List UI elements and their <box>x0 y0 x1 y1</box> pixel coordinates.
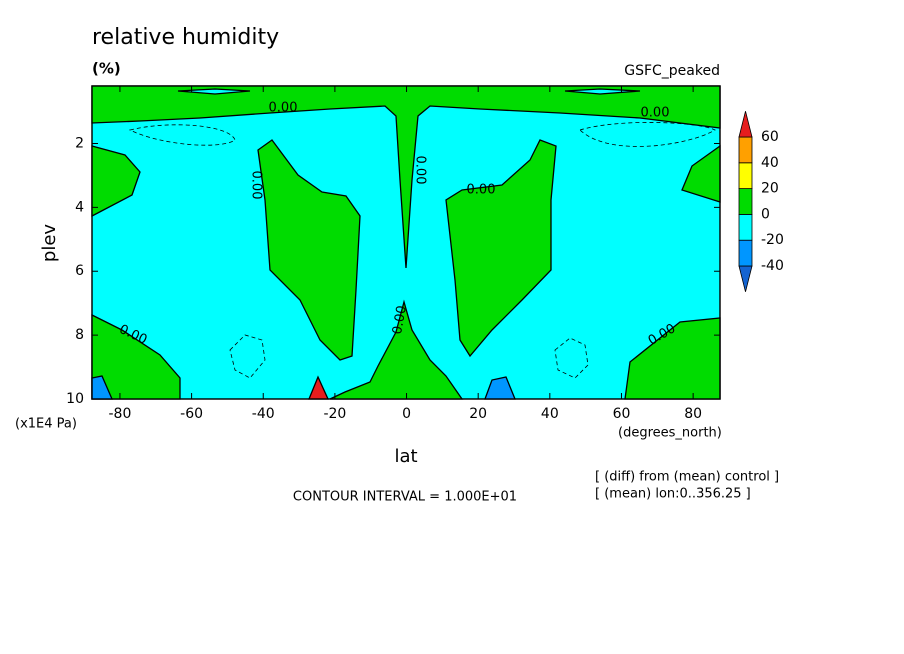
x-tick-label: 0 <box>402 406 411 422</box>
x-tick-label: -40 <box>252 406 275 422</box>
y-unit-label: (x1E4 Pa) <box>15 417 77 432</box>
chart-title: relative humidity <box>92 25 279 50</box>
y-axis-label: plev <box>39 224 60 263</box>
run-label: GSFC_peaked <box>624 63 720 79</box>
colorbar-segment <box>738 111 753 138</box>
contour-region <box>257 139 361 361</box>
x-tick-label: -80 <box>109 406 132 422</box>
colorbar-label: 0 <box>761 206 770 222</box>
x-tick-label: 60 <box>613 406 631 422</box>
colorbar-segment <box>738 136 753 164</box>
colorbar-label: 60 <box>761 129 779 145</box>
contour-label: 0.00 <box>249 171 264 200</box>
y-tick-label: 2 <box>75 135 84 151</box>
colorbar-segment <box>738 213 753 241</box>
negative-contour <box>579 122 716 147</box>
x-tick-label: 40 <box>541 406 559 422</box>
plot-area: 0.00 0.000.000.000.000.00 0.000.00 <box>91 85 721 400</box>
negative-contour <box>554 337 589 379</box>
colorbar-label: -20 <box>761 232 784 248</box>
x-tick-label: -60 <box>180 406 203 422</box>
note: [ (mean) lon:0..356.25 ] <box>595 487 751 502</box>
contour-label: 0.00 <box>641 106 670 121</box>
x-tick-label: 80 <box>684 406 702 422</box>
x-axis-label: lat <box>394 446 417 467</box>
colorbar-segment <box>738 162 753 190</box>
x-tick-label: -20 <box>323 406 346 422</box>
y-tick-label: 10 <box>66 391 84 407</box>
plot-frame <box>91 85 721 400</box>
contour-region <box>91 85 721 269</box>
colorbar-segment <box>738 239 753 267</box>
colorbar-label: 40 <box>761 155 779 171</box>
x-tick-label: 20 <box>469 406 487 422</box>
contour-label: 0.00 <box>390 304 410 335</box>
note: [ (diff) from (mean) control ] <box>595 470 779 485</box>
negative-contour <box>229 334 266 379</box>
contour-label: 0.00 <box>269 101 298 116</box>
contour-label: 0.00 <box>413 156 428 185</box>
colorbar-label: -40 <box>761 258 784 274</box>
chart-subtitle: (%) <box>92 60 121 78</box>
x-unit-label: (degrees_north) <box>618 426 722 441</box>
contour-region <box>177 88 251 95</box>
colorbar-segment <box>738 188 753 215</box>
colorbar-label: 20 <box>761 181 779 197</box>
contour-label: 0.00 <box>467 183 496 198</box>
contour-region <box>445 139 557 358</box>
contour-region <box>329 299 464 400</box>
contour-interval: CONTOUR INTERVAL = 1.000E+01 <box>293 490 517 505</box>
y-tick-label: 8 <box>75 327 84 343</box>
y-tick-label: 4 <box>75 199 84 215</box>
y-tick-label: 6 <box>75 263 84 279</box>
